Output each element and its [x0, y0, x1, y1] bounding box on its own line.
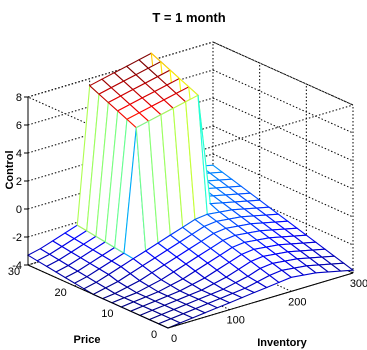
z-grid-line	[27, 181, 214, 238]
y-tick-label: 20	[55, 287, 67, 299]
surface-mesh	[26, 51, 355, 329]
chart-title: T = 1 month	[152, 10, 225, 25]
z-grid-line	[27, 125, 214, 182]
z-grid-line	[212, 41, 354, 106]
z-tick-label: 6	[16, 120, 22, 132]
z-tick-label: -4	[12, 260, 22, 272]
z-grid-line	[212, 97, 354, 162]
z-grid-line	[212, 125, 354, 190]
x-tick-label: 0	[171, 333, 177, 345]
z-tick-label: -2	[12, 232, 22, 244]
z-grid-line	[27, 41, 214, 98]
y-tick-label: 30	[8, 266, 20, 278]
z-tick-label: 0	[16, 204, 22, 216]
surface-cell	[329, 262, 355, 272]
y-axis-label: Price	[74, 334, 101, 346]
y-axis-line	[27, 264, 169, 329]
z-grid-line	[212, 153, 354, 218]
z-grid-line	[212, 69, 354, 134]
x-tick-label: 200	[288, 296, 306, 308]
y-tick-label: 10	[101, 308, 113, 320]
z-tick-label: 2	[16, 176, 22, 188]
z-grid-line	[27, 69, 214, 126]
z-grid-line	[27, 97, 214, 154]
x-tick-label: 300	[350, 278, 367, 290]
x-tick-label: 100	[226, 315, 244, 327]
y-tick-label: 0	[151, 329, 157, 341]
z-axis-label: Control	[4, 150, 16, 189]
x-axis-line	[167, 272, 354, 329]
z-tick-label: 4	[16, 148, 22, 160]
x-axis-label: Inventory	[257, 337, 307, 349]
z-tick-label: 8	[16, 92, 22, 104]
z-grid-line	[27, 153, 214, 210]
axes-back-edge	[212, 41, 354, 106]
